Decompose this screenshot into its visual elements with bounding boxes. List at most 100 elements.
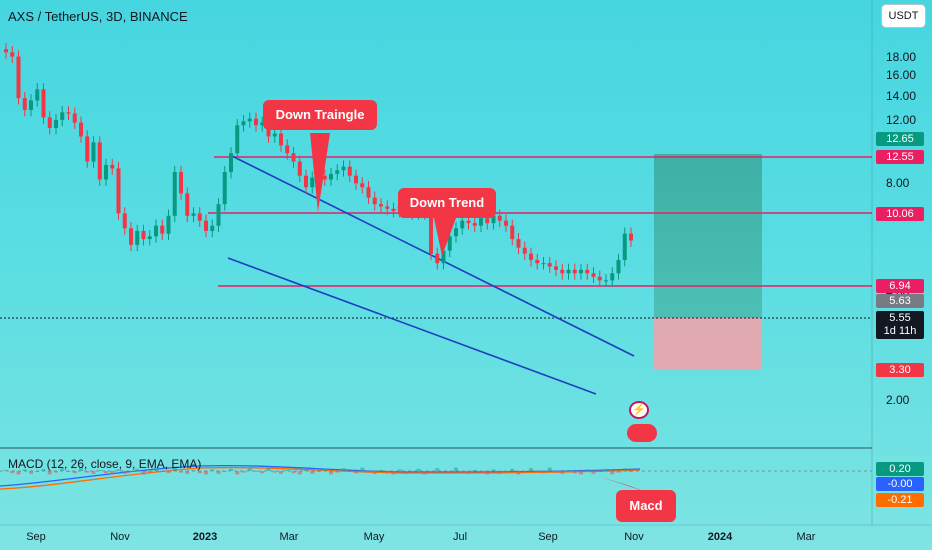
candle-body	[547, 263, 552, 267]
macd-histogram-bar	[516, 471, 521, 475]
macd-histogram-bar	[354, 471, 358, 474]
time-tick: 2024	[707, 531, 733, 543]
candle-body	[66, 112, 71, 114]
macd-title[interactable]: MACD (12, 26, close, 9, EMA, EMA)	[8, 457, 202, 471]
candle-body	[35, 89, 40, 101]
candle-body	[572, 269, 577, 274]
candle-body	[610, 273, 615, 281]
price-tag: 3.30	[876, 363, 924, 377]
macd-histogram-bar	[522, 471, 527, 473]
candle-body	[154, 225, 158, 237]
macd-histogram-bar	[166, 471, 171, 474]
candle-body	[447, 236, 452, 251]
symbol-title[interactable]: AXS / TetherUS, 3D, BINANCE	[8, 9, 188, 24]
macd-histogram-bar	[79, 467, 83, 471]
macd-histogram-bar	[579, 471, 583, 475]
macd-histogram-bar	[479, 471, 483, 474]
macd-histogram-bar	[4, 470, 8, 471]
candle-body	[204, 220, 208, 231]
macd-histogram-bar	[285, 470, 290, 471]
candle-body	[285, 145, 290, 154]
candle-body	[597, 276, 602, 281]
price-tick: 8.00	[886, 176, 910, 191]
macd-histogram-bar	[54, 471, 58, 473]
macd-histogram-bar	[279, 471, 283, 474]
time-tick: Sep	[26, 531, 46, 543]
price-tick: 2.00	[886, 393, 910, 407]
time-tick: 2023	[192, 531, 218, 543]
macd-histogram-bar	[347, 471, 352, 472]
candle-body	[191, 213, 196, 216]
macd-histogram-bar	[366, 471, 371, 473]
candle-body	[185, 193, 190, 216]
candle-body	[522, 247, 527, 254]
macd-histogram-bar	[454, 467, 458, 471]
channel-upper-line[interactable]	[229, 154, 635, 357]
macd-histogram-bar	[529, 468, 533, 471]
macd-histogram-bar	[241, 471, 246, 473]
candle-body	[110, 164, 115, 169]
down-trend-pointer	[434, 218, 456, 256]
macd-histogram-bar	[72, 471, 77, 474]
candle-body	[141, 230, 146, 240]
stop-zone[interactable]	[654, 318, 762, 370]
candles-group[interactable]	[4, 43, 633, 287]
price-tick: 14.00	[886, 88, 917, 103]
candle-body	[166, 215, 171, 234]
macd-histogram-bar	[604, 468, 608, 471]
macd-histogram-bar	[341, 468, 346, 471]
candle-body	[41, 89, 46, 118]
price-tag: 5.63	[876, 294, 924, 308]
candle-body	[485, 218, 490, 224]
target-zone[interactable]	[654, 154, 762, 318]
candle-body	[310, 177, 315, 188]
macd-label[interactable]: Macd	[616, 490, 676, 522]
candle-body	[622, 233, 627, 260]
candle-body	[491, 215, 496, 224]
macd-histogram-bar	[41, 468, 46, 471]
time-tick: Sep	[538, 531, 558, 543]
macd-histogram-bar	[547, 467, 552, 471]
macd-histogram-bar	[335, 471, 340, 473]
macd-histogram-bar	[297, 471, 302, 475]
candle-body	[147, 236, 152, 240]
macd-histogram-bar	[210, 469, 215, 471]
macd-histogram-bar	[147, 471, 152, 473]
macd-histogram-bar	[504, 471, 508, 472]
candle-body	[335, 170, 340, 174]
macd-histogram-bar	[622, 468, 627, 471]
macd-histogram-bar	[616, 471, 621, 473]
currency-button[interactable]: USDT	[881, 4, 926, 28]
lightning-icon[interactable]: ⚡	[629, 401, 649, 419]
candle-body	[97, 142, 102, 180]
candle-body	[329, 173, 333, 180]
candle-body	[354, 175, 358, 184]
flag-icon[interactable]	[627, 424, 657, 442]
candle-body	[516, 239, 521, 248]
macd-histogram-bar	[191, 470, 196, 471]
candle-body	[85, 136, 90, 162]
candle-body	[247, 118, 252, 122]
candle-body	[129, 228, 133, 245]
candle-body	[22, 98, 27, 110]
candle-body	[10, 52, 15, 57]
macd-histogram-bar	[254, 471, 258, 472]
candle-body	[535, 259, 540, 264]
candle-body	[504, 220, 508, 226]
macd-histogram-bar	[572, 471, 577, 474]
macd-histogram-bar	[47, 471, 52, 475]
candle-body	[454, 228, 458, 237]
candle-body	[391, 208, 396, 212]
macd-histogram-bar	[329, 471, 333, 475]
down-trend-label[interactable]: Down Trend	[398, 188, 496, 218]
macd-histogram-bar	[472, 470, 477, 471]
candle-body	[47, 117, 52, 128]
down-triangle-label[interactable]: Down Traingle	[263, 100, 377, 130]
macd-histogram-bar	[172, 467, 177, 471]
candle-body	[179, 172, 183, 194]
macd-histogram-bar	[372, 471, 377, 474]
candle-body	[366, 187, 371, 198]
channel-lower-line[interactable]	[227, 257, 597, 395]
macd-histogram-bar	[97, 470, 102, 471]
